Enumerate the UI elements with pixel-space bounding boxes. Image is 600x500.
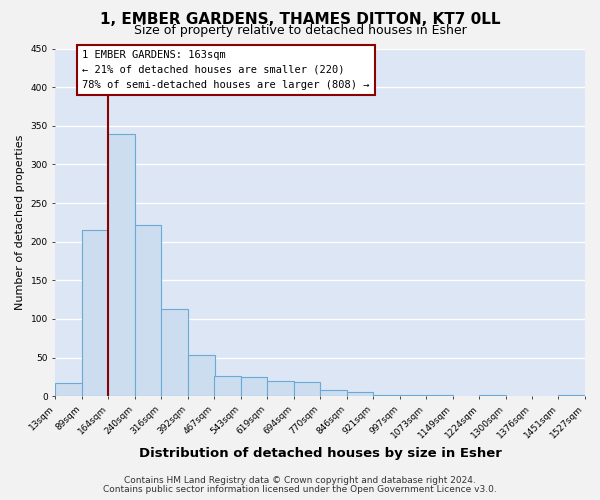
Bar <box>293 382 320 396</box>
Bar <box>188 356 215 397</box>
Bar <box>82 230 109 396</box>
Bar <box>135 224 161 396</box>
Text: Contains public sector information licensed under the Open Government Licence v3: Contains public sector information licen… <box>103 484 497 494</box>
Bar <box>320 390 347 396</box>
Y-axis label: Number of detached properties: Number of detached properties <box>15 134 25 310</box>
Bar <box>161 309 188 396</box>
Text: 1, EMBER GARDENS, THAMES DITTON, KT7 0LL: 1, EMBER GARDENS, THAMES DITTON, KT7 0LL <box>100 12 500 26</box>
Bar <box>214 376 241 396</box>
Text: Contains HM Land Registry data © Crown copyright and database right 2024.: Contains HM Land Registry data © Crown c… <box>124 476 476 485</box>
Bar <box>241 377 268 396</box>
Bar <box>108 134 135 396</box>
Text: Size of property relative to detached houses in Esher: Size of property relative to detached ho… <box>134 24 466 37</box>
Bar <box>559 394 585 396</box>
Bar <box>55 383 82 396</box>
Bar <box>373 394 400 396</box>
Bar <box>347 392 373 396</box>
Text: 1 EMBER GARDENS: 163sqm
← 21% of detached houses are smaller (220)
78% of semi-d: 1 EMBER GARDENS: 163sqm ← 21% of detache… <box>82 50 370 90</box>
Bar <box>268 381 294 396</box>
X-axis label: Distribution of detached houses by size in Esher: Distribution of detached houses by size … <box>139 447 502 460</box>
